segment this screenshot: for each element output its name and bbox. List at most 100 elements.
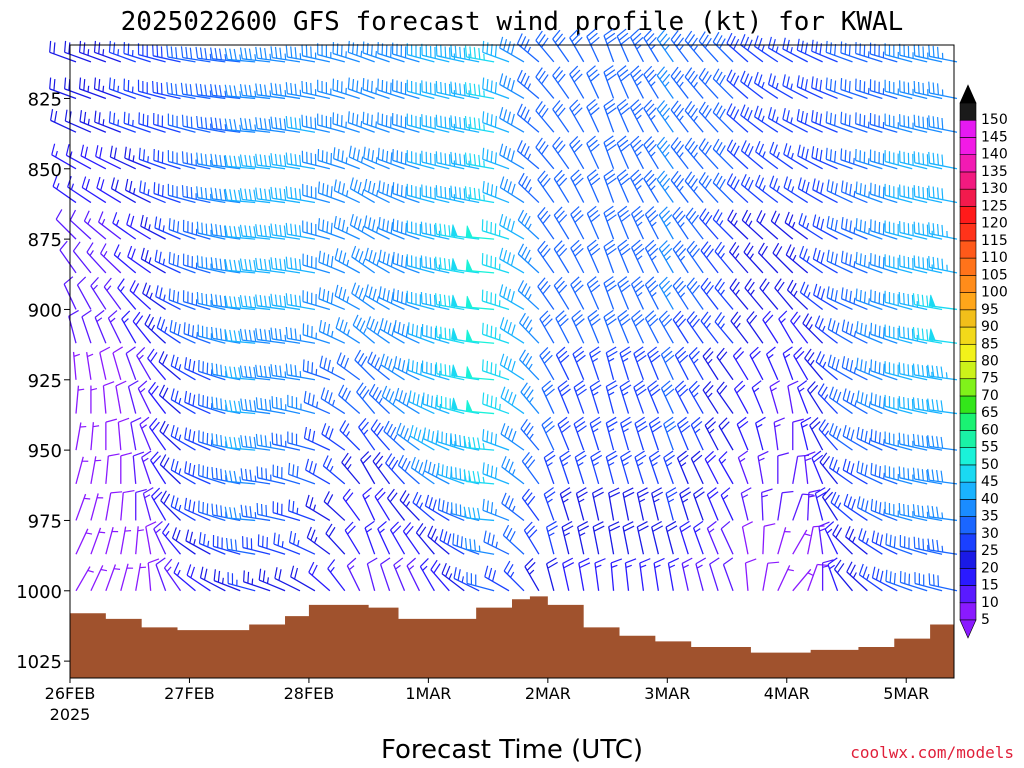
wind-barb	[69, 209, 92, 240]
wind-barb	[347, 111, 375, 133]
wind-barb	[256, 466, 286, 485]
y-tick-label: 825	[28, 89, 62, 110]
wind-barb	[927, 538, 958, 555]
wind-barb	[728, 241, 749, 274]
wind-barb	[714, 278, 734, 310]
wind-barb	[301, 44, 330, 63]
wind-barb	[783, 176, 809, 204]
wind-barb	[620, 416, 632, 451]
wind-barb	[631, 310, 645, 344]
wind-barb	[430, 559, 450, 592]
wind-barb	[107, 310, 122, 344]
y-tick-label: 925	[28, 371, 62, 392]
wind-barb	[465, 259, 495, 274]
wind-barb	[898, 502, 928, 522]
wind-barb	[557, 380, 571, 414]
wind-barb	[90, 276, 107, 310]
wind-barb	[301, 150, 331, 170]
colorbar-swatch	[959, 499, 977, 517]
wind-barb	[166, 82, 196, 100]
wind-barb	[569, 99, 585, 133]
wind-barb	[811, 146, 838, 170]
wind-barb	[665, 520, 678, 555]
wind-barb	[362, 41, 390, 63]
wind-barb	[569, 65, 585, 99]
wind-barb	[195, 83, 226, 100]
wind-barb	[327, 559, 346, 592]
wind-barb	[399, 490, 420, 521]
wind-barb	[466, 572, 495, 592]
wind-barb	[132, 451, 145, 484]
wind-barb	[90, 422, 100, 451]
plot-frame	[69, 44, 955, 679]
wind-barb	[437, 498, 465, 522]
wind-barb	[928, 573, 958, 592]
wind-barb	[500, 423, 525, 451]
wind-barb	[827, 354, 853, 381]
wind-barb	[767, 36, 794, 63]
wind-barb	[656, 100, 674, 133]
wind-barb	[884, 324, 913, 344]
wind-barb	[347, 77, 375, 100]
wind-barb	[603, 205, 617, 240]
wind-barb	[714, 312, 734, 344]
wind-barb	[319, 355, 346, 381]
wind-barb	[670, 137, 689, 170]
wind-barb	[421, 114, 450, 133]
wind-barb	[782, 108, 808, 133]
wind-barb	[648, 416, 663, 451]
wind-barb	[692, 520, 704, 555]
colorbar-swatch	[959, 602, 977, 621]
wind-barb	[700, 311, 719, 344]
wind-barb	[153, 182, 181, 204]
wind-barb	[270, 327, 301, 344]
wind-barb	[552, 100, 570, 133]
wind-barb	[716, 381, 734, 414]
wind-barb	[644, 276, 659, 310]
wind-barb	[210, 257, 241, 274]
wind-barb	[523, 521, 540, 555]
wind-barb	[818, 521, 830, 555]
wind-barb	[408, 390, 435, 415]
wind-barb	[663, 416, 677, 451]
wind-barb	[450, 258, 480, 274]
wind-barb	[224, 118, 256, 133]
wind-barb	[481, 289, 510, 311]
wind-barb	[670, 100, 689, 133]
wind-barb	[288, 462, 316, 485]
wind-barb	[499, 247, 525, 274]
wind-barb	[570, 169, 585, 203]
wind-barb	[285, 363, 316, 381]
wind-barb	[49, 77, 77, 100]
wind-barb	[633, 346, 647, 381]
wind-barb	[406, 113, 435, 133]
x-tick-label: 26FEB	[45, 684, 96, 703]
wind-barb	[121, 310, 137, 344]
wind-barb	[870, 429, 898, 451]
wind-barb	[777, 490, 794, 521]
wind-barb	[392, 251, 420, 274]
wind-barb	[898, 291, 928, 311]
wind-barb	[826, 286, 853, 311]
credit-link[interactable]: coolwx.com/models	[850, 743, 1014, 762]
wind-barb	[684, 101, 704, 133]
wind-barb	[535, 101, 555, 133]
wind-barb	[105, 564, 121, 592]
wind-barb	[610, 558, 623, 591]
wind-barb	[255, 224, 286, 240]
colorbar-swatch	[959, 223, 977, 242]
wind-barb	[537, 207, 555, 240]
colorbar-label: 65	[981, 405, 999, 421]
wind-barb	[378, 249, 405, 274]
colorbar-label: 10	[981, 595, 999, 611]
wind-barb	[140, 247, 166, 274]
wind-barb	[75, 528, 93, 555]
wind-barb	[334, 248, 361, 274]
wind-barb	[740, 140, 764, 170]
wind-barb	[811, 76, 838, 100]
wind-barb	[704, 450, 719, 485]
wind-barb	[170, 495, 196, 522]
wind-barb	[782, 74, 808, 100]
wind-barb	[619, 346, 632, 380]
wind-barb	[702, 347, 719, 381]
